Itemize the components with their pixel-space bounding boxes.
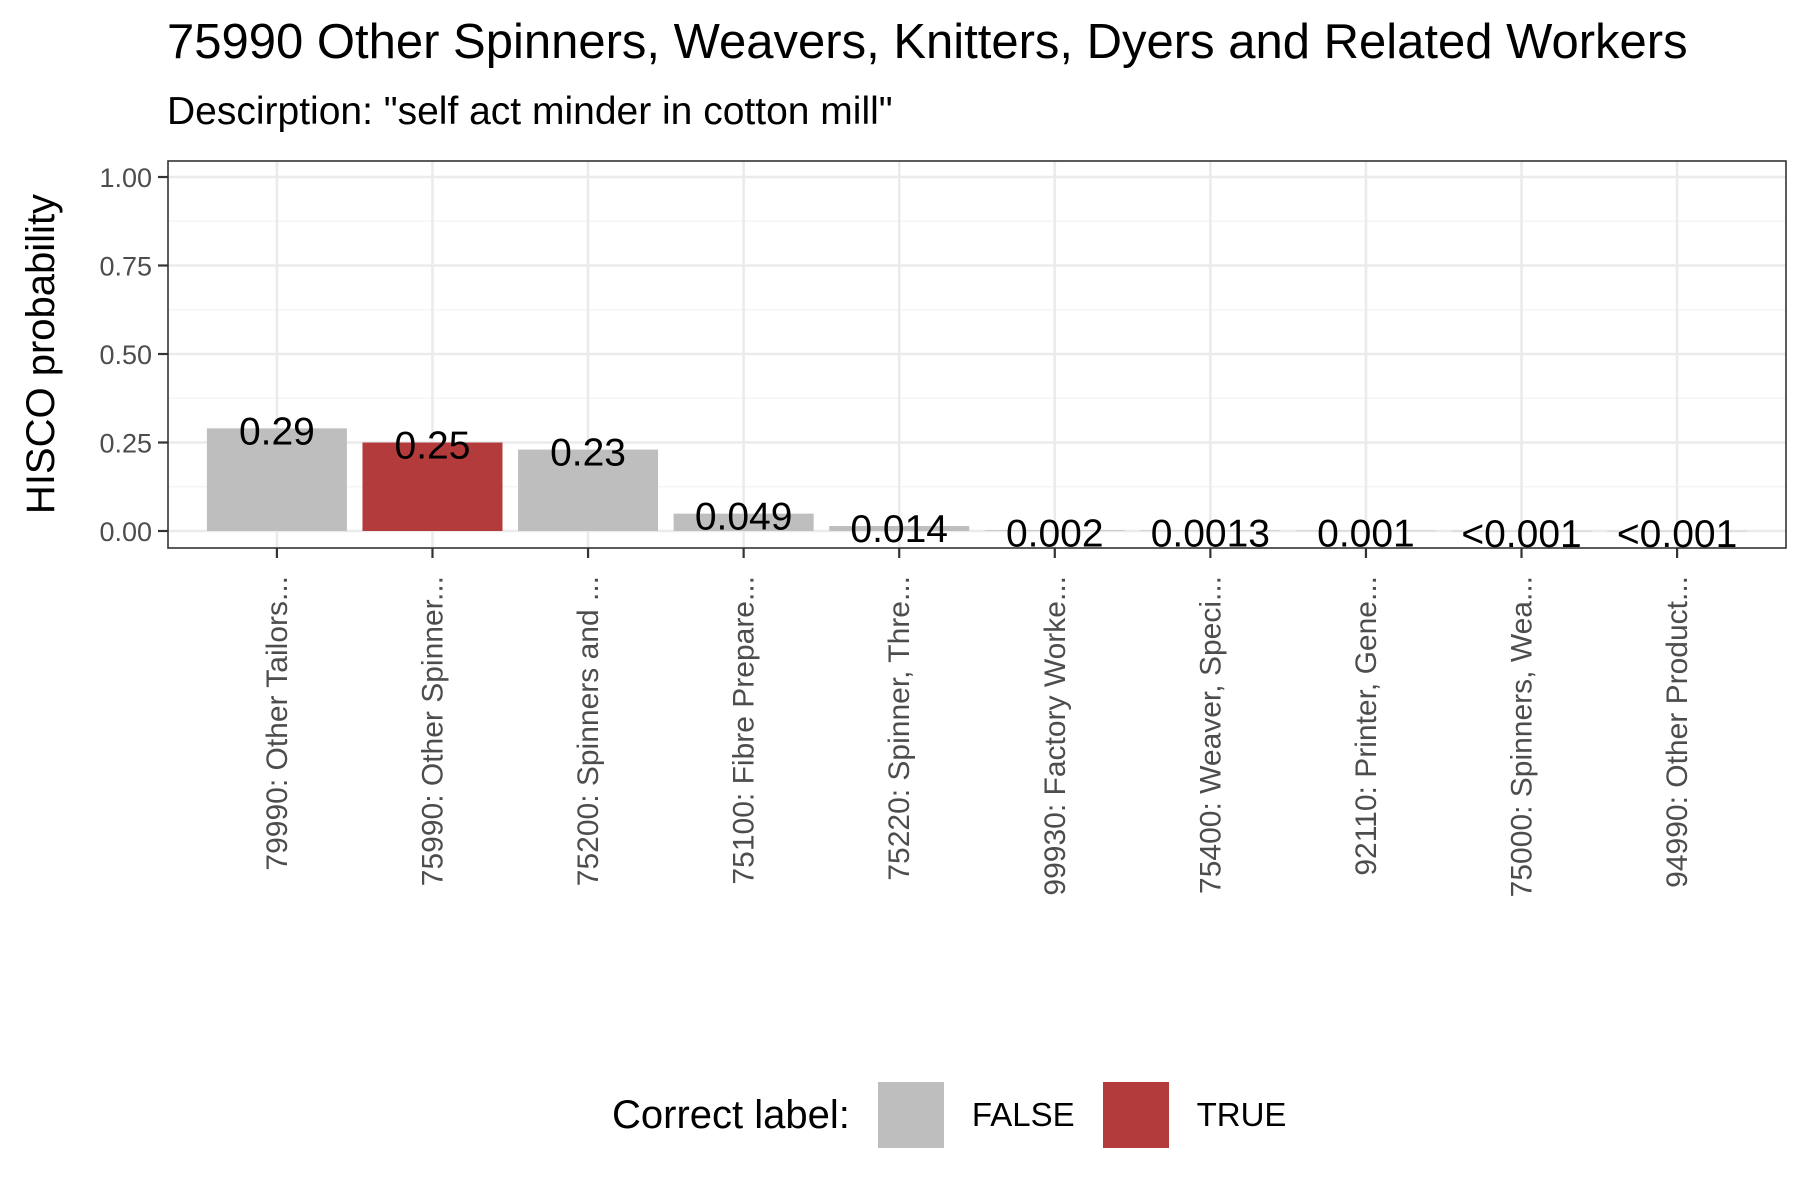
bar <box>673 513 814 531</box>
bar <box>1607 530 1748 532</box>
bar-value-labels: 0.29 0.25 0.230.049 0.014 0.002 0.0013 0.001 <0… <box>239 410 1737 555</box>
y-tick-label: 0.75 <box>99 252 152 282</box>
bar <box>829 526 970 531</box>
legend-label-false: FALSE <box>971 1096 1075 1133</box>
legend-item-false: FALSE <box>877 1082 1075 1148</box>
x-tick-label: 75000: Spinners, Wea... <box>1506 576 1539 897</box>
legend-item-true: TRUE <box>1102 1082 1287 1148</box>
legend: Correct label: FALSE TRUE <box>612 1080 1314 1150</box>
x-tick-label: 75990: Other Spinner... <box>416 576 449 886</box>
y-axis: 0.00 0.25 0.50 0.75 1.00 <box>99 163 168 547</box>
bar <box>518 449 659 531</box>
bar-value-label: 0.23 <box>550 432 626 475</box>
bar <box>1295 530 1436 532</box>
bar <box>206 428 347 531</box>
legend-key-false <box>877 1082 944 1148</box>
chart-title: 75990 Other Spinners, Weavers, Knitters,… <box>167 15 1688 69</box>
bar <box>362 442 503 531</box>
x-tick-label: 79990: Other Tailors... <box>261 576 294 871</box>
bar-value-label: 0.25 <box>395 425 471 468</box>
y-tick-label: 0.25 <box>99 429 152 459</box>
x-tick-label: 75100: Fibre Prepare... <box>728 576 761 885</box>
bar-chart: 0.29 0.25 0.230.049 0.014 0.002 0.0013 0.001 <0… <box>19 160 1787 897</box>
legend-label-true: TRUE <box>1196 1096 1287 1133</box>
bar-value-label: 0.29 <box>239 410 315 453</box>
x-tick-label: 75220: Spinner, Thre... <box>883 576 916 881</box>
x-tick-label: 94990: Other Product... <box>1661 576 1694 888</box>
x-tick-label: 75200: Spinners and ... <box>572 576 605 886</box>
y-tick-label: 1.00 <box>99 163 152 193</box>
y-tick-label: 0.00 <box>99 517 152 547</box>
x-axis: 79990: Other Tailors... 75990: Other Spin… <box>261 548 1694 897</box>
bar-value-label: 0.049 <box>695 496 793 539</box>
bars <box>206 428 1748 532</box>
chart-subtitle: Descirption: "self act minder in cotton … <box>167 90 893 133</box>
y-tick-label: 0.50 <box>99 340 152 370</box>
bar <box>984 530 1125 531</box>
y-axis-title: HISCO probability <box>19 194 63 514</box>
legend-title: Correct label: <box>612 1092 850 1137</box>
legend-key-true <box>1102 1082 1169 1148</box>
x-tick-label: 75400: Weaver, Speci... <box>1194 576 1227 894</box>
bar-value-label: 0.014 <box>850 508 948 551</box>
bar <box>1140 530 1281 532</box>
x-tick-label: 99930: Factory Worke... <box>1039 576 1072 896</box>
bar <box>1451 530 1592 532</box>
x-tick-label: 92110: Printer, Gene... <box>1350 576 1383 876</box>
